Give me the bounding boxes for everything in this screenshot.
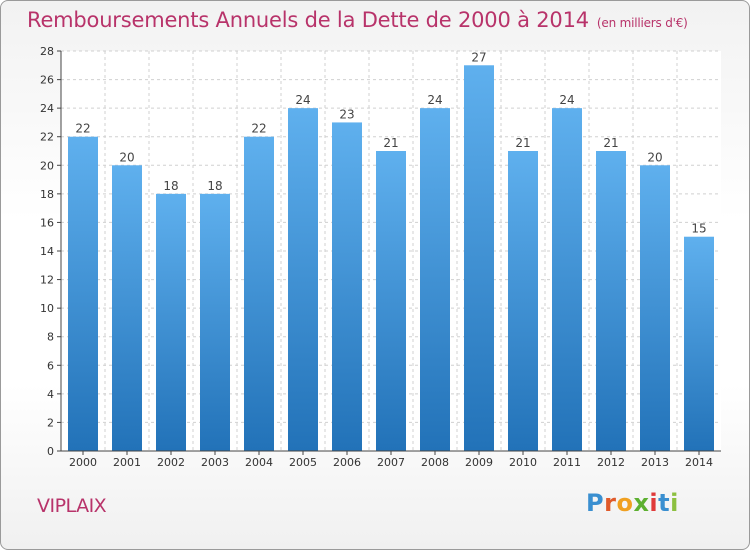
commune-name: VIPLAIX [37, 495, 107, 517]
bar-value-label: 21 [515, 136, 530, 150]
x-tick-label: 2009 [465, 456, 493, 469]
x-tick-label: 2011 [553, 456, 581, 469]
bar-value-label: 20 [647, 150, 662, 164]
logo-letter: i [649, 489, 659, 517]
bar [684, 236, 714, 451]
chart-title: Remboursements Annuels de la Dette de 20… [27, 8, 688, 32]
bar [640, 165, 670, 452]
x-tick-label: 2014 [685, 456, 713, 469]
x-tick-label: 2003 [201, 456, 229, 469]
y-tick-label: 8 [47, 331, 54, 344]
bar [420, 108, 450, 452]
bar [244, 136, 274, 451]
bar [288, 108, 318, 452]
bar [508, 151, 538, 451]
y-tick-label: 6 [47, 359, 54, 372]
y-tick-label: 26 [40, 74, 54, 87]
x-tick-label: 2012 [597, 456, 625, 469]
bar-value-label: 21 [603, 136, 618, 150]
bar-value-label: 23 [339, 107, 354, 121]
logo-letter: o [616, 489, 634, 517]
x-tick-label: 2005 [289, 456, 317, 469]
y-tick-label: 14 [40, 245, 54, 258]
y-tick-label: 28 [40, 45, 54, 58]
x-tick-label: 2002 [157, 456, 185, 469]
bar-value-label: 18 [207, 179, 222, 193]
y-tick-label: 12 [40, 274, 54, 287]
x-tick-label: 2008 [421, 456, 449, 469]
y-tick-label: 2 [47, 416, 54, 429]
logo-letter: r [604, 489, 617, 517]
bar-value-label: 22 [75, 122, 90, 136]
x-tick-label: 2000 [69, 456, 97, 469]
bar [464, 65, 494, 452]
logo-letter: x [633, 489, 650, 517]
bar-value-label: 21 [383, 136, 398, 150]
y-tick-label: 22 [40, 131, 54, 144]
proxiti-logo[interactable]: Proxiti [586, 489, 679, 517]
bar-value-label: 24 [427, 93, 442, 107]
y-tick-label: 16 [40, 216, 54, 229]
y-tick-label: 10 [40, 302, 54, 315]
y-tick-label: 0 [47, 445, 54, 458]
x-tick-label: 2013 [641, 456, 669, 469]
x-tick-label: 2006 [333, 456, 361, 469]
bar [552, 108, 582, 452]
x-tick-label: 2010 [509, 456, 537, 469]
y-tick-label: 20 [40, 159, 54, 172]
x-tick-label: 2001 [113, 456, 141, 469]
bar-value-label: 22 [251, 122, 266, 136]
logo-letter: P [586, 489, 605, 517]
y-tick-label: 4 [47, 388, 54, 401]
bar [68, 136, 98, 451]
chart-title-text: Remboursements Annuels de la Dette de 20… [27, 8, 589, 32]
bar [596, 151, 626, 451]
bar-value-label: 27 [471, 50, 486, 64]
bar-value-label: 20 [119, 150, 134, 164]
x-tick-label: 2007 [377, 456, 405, 469]
y-tick-label: 24 [40, 102, 54, 115]
chart-unit-label: (en milliers d'€) [596, 16, 688, 30]
bar [376, 151, 406, 451]
bar [156, 193, 186, 451]
bar [112, 165, 142, 452]
logo-letter: i [670, 489, 679, 517]
bar-value-label: 24 [559, 93, 574, 107]
x-tick-label: 2004 [245, 456, 273, 469]
y-tick-label: 18 [40, 188, 54, 201]
bar [200, 193, 230, 451]
bar-value-label: 15 [691, 222, 706, 236]
bar-value-label: 24 [295, 93, 310, 107]
bar [332, 122, 362, 451]
bar-value-label: 18 [163, 179, 178, 193]
logo-letter: t [658, 489, 671, 517]
